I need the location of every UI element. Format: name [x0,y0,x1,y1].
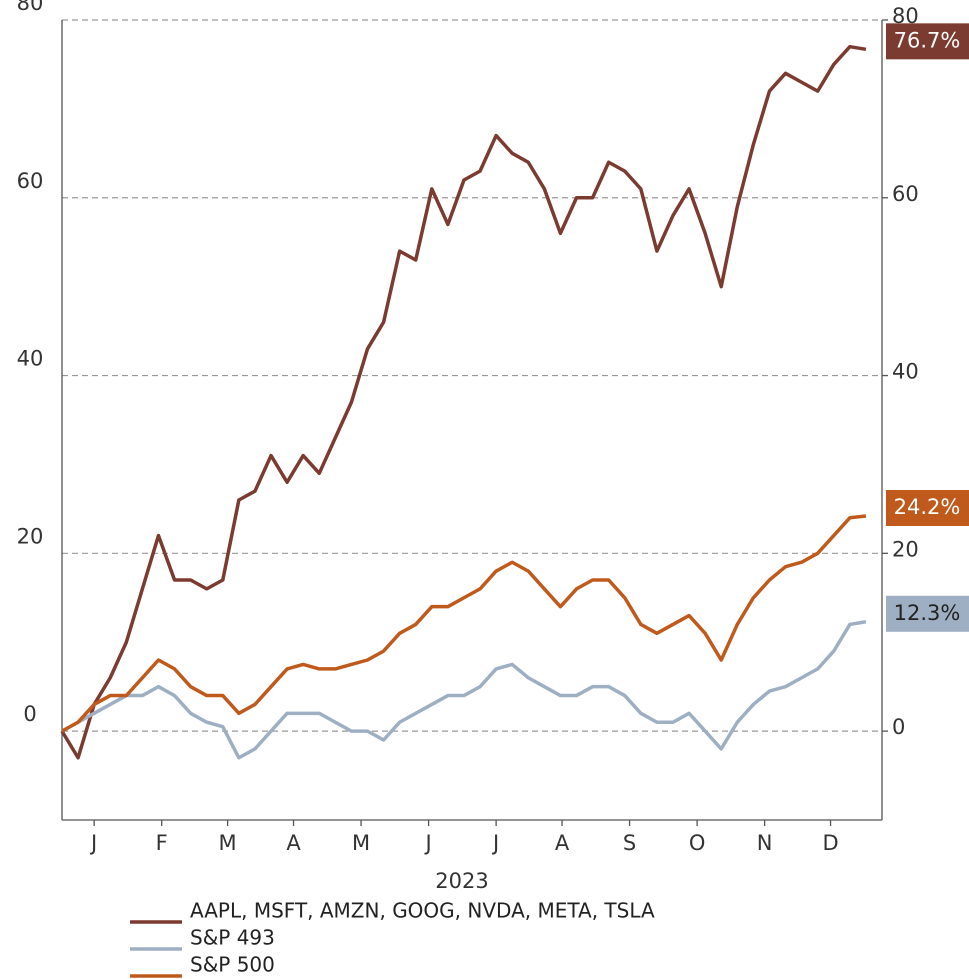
series-line [61,514,867,733]
y2-tick-label: 40 [892,360,919,384]
x-tick-label: F [156,831,168,855]
y-tick-label: 0 [23,702,36,726]
end-label: 24.2% [894,495,961,519]
x-tick-label: N [757,831,773,855]
x-tick-label: J [491,831,499,855]
legend-label: AAPL, MSFT, AMZN, GOOG, NVDA, META, TSLA [190,899,655,923]
x-tick-label: M [352,831,370,855]
series-line [61,620,867,760]
end-label-box [886,490,969,526]
y2-tick-label: 60 [892,182,919,206]
y-tick-label: 60 [17,169,44,193]
x-tick-label: S [623,831,636,855]
y-tick-label: 20 [17,524,44,548]
x-tick-label: D [822,831,838,855]
series-line [60,44,867,760]
legend-label: S&P 493 [190,926,275,950]
y-tick-label: 80 [17,0,44,15]
x-axis-label: 2023 [435,869,488,893]
legend-label: S&P 500 [190,953,275,977]
y-tick-label: 40 [17,347,44,371]
y2-tick-label: 0 [892,715,905,739]
x-tick-label: J [89,831,97,855]
x-tick-label: J [423,831,431,855]
end-label-box [886,23,969,60]
end-label-box [886,595,969,632]
end-label: 12.3% [894,601,961,625]
end-label: 76.7% [894,28,961,52]
x-tick-label: A [555,831,570,855]
x-tick-label: A [286,831,301,855]
x-tick-label: O [689,831,706,855]
x-tick-label: M [219,831,237,855]
y2-tick-label: 20 [892,537,919,561]
